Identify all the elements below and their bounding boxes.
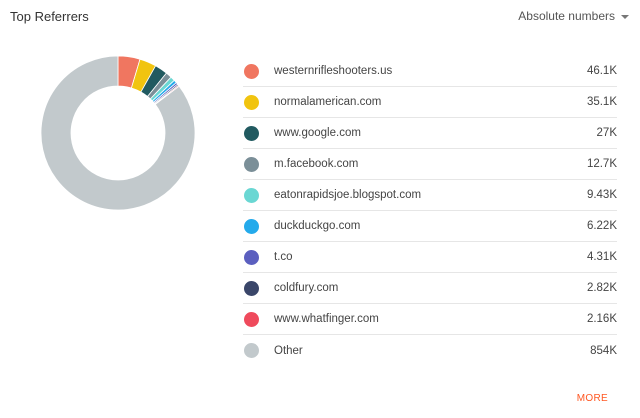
- legend-value: 46.1K: [586, 65, 617, 77]
- legend-label: eatonrapidsjoe.blogspot.com: [274, 189, 422, 201]
- legend-swatch: [244, 249, 259, 265]
- referrer-legend: westernrifleshooters.us 46.1K normalameric…: [243, 56, 617, 366]
- donut-chart: [40, 55, 196, 211]
- legend-swatch: [244, 156, 259, 172]
- legend-label: t.co: [274, 251, 293, 263]
- legend-row[interactable]: www.google.com 27K: [243, 118, 617, 149]
- legend-label: normalamerican.com: [274, 96, 382, 108]
- more-button[interactable]: MORE: [576, 393, 608, 404]
- metric-dropdown-label: Absolute numbers: [518, 9, 615, 23]
- legend-value: 27K: [596, 127, 617, 139]
- chevron-down-icon: [621, 14, 629, 19]
- legend-swatch: [244, 311, 259, 327]
- legend-label: www.google.com: [274, 127, 361, 139]
- legend-value: 12.7K: [586, 158, 617, 170]
- legend-value: 9.43K: [586, 189, 617, 201]
- legend-row[interactable]: normalamerican.com 35.1K: [243, 87, 617, 118]
- legend-value: 35.1K: [586, 96, 617, 108]
- legend-row[interactable]: westernrifleshooters.us 46.1K: [243, 56, 617, 87]
- legend-value: 854K: [590, 344, 617, 357]
- legend-label: duckduckgo.com: [274, 220, 361, 232]
- legend-value: 2.16K: [586, 313, 617, 325]
- legend-label: Other: [274, 344, 303, 357]
- legend-row[interactable]: duckduckgo.com 6.22K: [243, 211, 617, 242]
- legend-row[interactable]: t.co 4.31K: [243, 242, 617, 273]
- legend-row[interactable]: www.whatfinger.com 2.16K: [243, 304, 617, 335]
- metric-dropdown[interactable]: Absolute numbers: [518, 9, 629, 23]
- legend-swatch: [244, 94, 259, 110]
- donut-slice-other[interactable]: [40, 55, 196, 211]
- legend-label: coldfury.com: [274, 282, 339, 294]
- legend-row[interactable]: Other 854K: [243, 335, 617, 366]
- legend-value: 4.31K: [586, 251, 617, 263]
- legend-row[interactable]: coldfury.com 2.82K: [243, 273, 617, 304]
- legend-swatch: [244, 63, 259, 79]
- legend-swatch: [244, 280, 259, 296]
- legend-row[interactable]: eatonrapidsjoe.blogspot.com 9.43K: [243, 180, 617, 211]
- legend-label: www.whatfinger.com: [274, 313, 379, 325]
- legend-swatch: [244, 187, 259, 203]
- legend-label: westernrifleshooters.us: [274, 65, 393, 77]
- card-title: Top Referrers: [10, 9, 89, 24]
- legend-row[interactable]: m.facebook.com 12.7K: [243, 149, 617, 180]
- legend-swatch: [244, 343, 259, 358]
- legend-swatch: [244, 218, 259, 234]
- legend-swatch: [244, 125, 259, 141]
- legend-value: 2.82K: [586, 282, 617, 294]
- legend-value: 6.22K: [586, 220, 617, 232]
- legend-label: m.facebook.com: [274, 158, 359, 170]
